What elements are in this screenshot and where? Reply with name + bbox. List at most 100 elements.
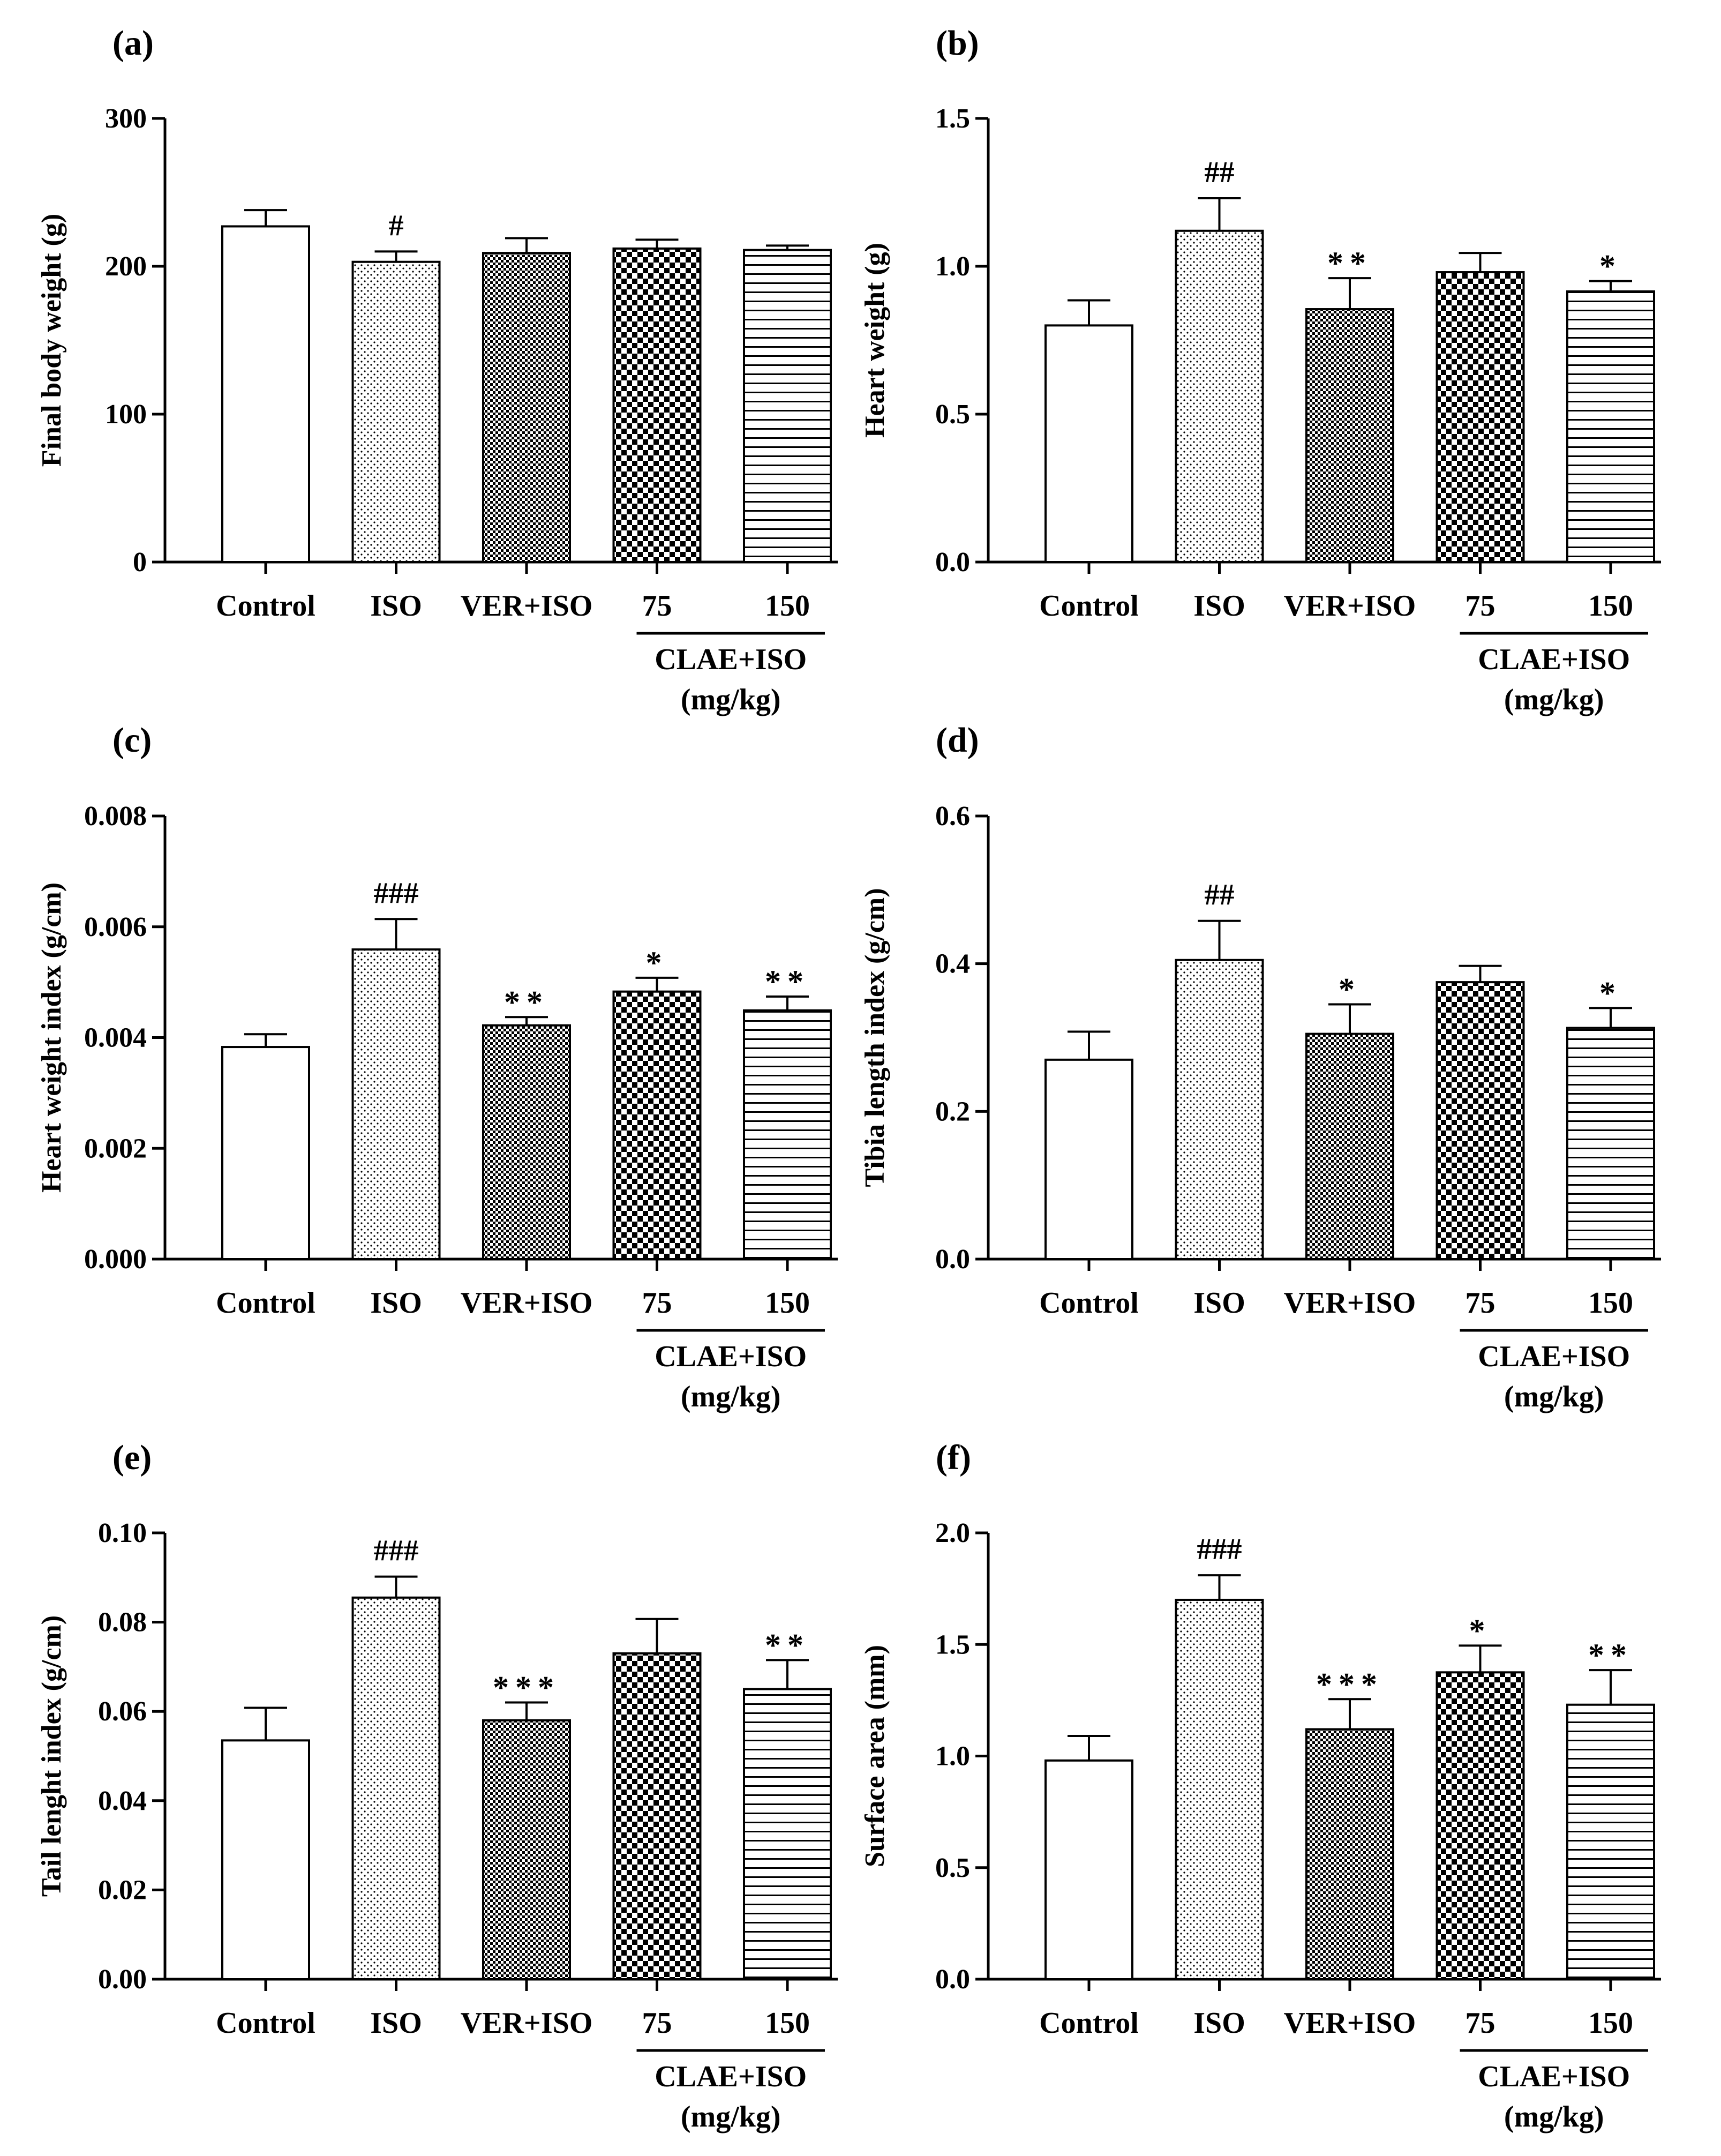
- category-label: Control: [216, 1286, 315, 1320]
- category-label: VER+ISO: [1284, 589, 1416, 623]
- bar: [221, 225, 310, 564]
- group-label: CLAE+ISO: [1478, 2060, 1630, 2093]
- bar: [1175, 959, 1264, 1260]
- bar: [482, 1719, 571, 1981]
- y-tick-label: 1.0: [935, 251, 970, 282]
- bar: [1436, 271, 1525, 564]
- bar: [1044, 1759, 1133, 1981]
- y-tick-label: 2.0: [935, 1518, 970, 1548]
- panel-label: (a): [112, 24, 154, 63]
- bar: [351, 1596, 441, 1980]
- y-tick-label: 0: [133, 547, 147, 578]
- y-axis-title: Tibia length index (g/cm): [860, 888, 890, 1187]
- y-axis-title: Heart weight index (g/cm): [36, 882, 67, 1193]
- significance-mark: #: [389, 209, 404, 242]
- category-label: VER+ISO: [461, 2007, 593, 2040]
- bar: [743, 249, 832, 563]
- bar: [221, 1046, 310, 1260]
- category-label: VER+ISO: [1284, 1286, 1416, 1320]
- y-tick-label: 0.5: [935, 399, 970, 430]
- category-label: 150: [1588, 1286, 1633, 1320]
- group-unit-label: (mg/kg): [1504, 1380, 1604, 1413]
- group-label: CLAE+ISO: [655, 1340, 807, 1373]
- significance-mark: **: [1588, 1637, 1633, 1673]
- significance-mark: **: [765, 1627, 810, 1663]
- bar: [1175, 229, 1264, 563]
- bar: [1305, 1032, 1394, 1260]
- y-tick-label: 0.4: [935, 949, 970, 979]
- bar: [1436, 1671, 1525, 1980]
- y-tick-label: 0.00: [98, 1964, 147, 1995]
- group-label: CLAE+ISO: [1478, 643, 1630, 676]
- bar: [482, 1024, 571, 1260]
- category-label: 150: [1588, 589, 1633, 623]
- panel-label: (d): [936, 721, 979, 760]
- y-tick-label: 0.08: [98, 1607, 147, 1638]
- bar: [612, 247, 702, 563]
- category-label: Control: [1039, 2007, 1139, 2040]
- category-label: Control: [216, 2007, 315, 2040]
- significance-mark: ***: [493, 1670, 560, 1705]
- category-label: 75: [642, 2007, 672, 2040]
- bar: [612, 990, 702, 1260]
- chart-panel: (e) Tail lenght index (g/cm) 0.00 0.02 0.04 0…: [36, 1438, 838, 2133]
- y-tick-label: 0.006: [84, 912, 147, 942]
- group-unit-label: (mg/kg): [681, 683, 781, 716]
- y-axis-title: Heart weight (g): [860, 243, 890, 438]
- y-axis-title: Tail lenght index (g/cm): [36, 1615, 67, 1897]
- significance-mark: **: [765, 964, 810, 999]
- bar: [482, 252, 571, 564]
- significance-mark: ***: [1316, 1666, 1384, 1702]
- category-label: Control: [1039, 1286, 1139, 1320]
- y-tick-label: 100: [105, 399, 147, 430]
- chart-panel: (b) Heart weight (g) 0.0 0.5 1.0 1.5 Control ##…: [860, 24, 1661, 716]
- y-tick-label: 0.5: [935, 1853, 970, 1883]
- bar: [351, 948, 441, 1261]
- y-tick-label: 0.0: [935, 547, 970, 578]
- group-unit-label: (mg/kg): [1504, 2100, 1604, 2133]
- category-label: Control: [216, 589, 315, 623]
- significance-mark: ##: [1205, 156, 1235, 189]
- panel-label: (e): [112, 1438, 152, 1477]
- category-label: 75: [1466, 2007, 1495, 2040]
- y-tick-label: 0.06: [98, 1696, 147, 1727]
- y-tick-label: 300: [105, 103, 147, 134]
- bar: [1566, 290, 1655, 563]
- y-tick-label: 1.5: [935, 1629, 970, 1660]
- significance-mark: ###: [1197, 1533, 1242, 1566]
- category-label: ISO: [1193, 2007, 1245, 2040]
- bar: [1175, 1598, 1264, 1980]
- category-label: 75: [642, 1286, 672, 1320]
- group-unit-label: (mg/kg): [1504, 683, 1604, 716]
- significance-mark: *: [1599, 975, 1622, 1010]
- group-label: CLAE+ISO: [655, 2060, 807, 2093]
- bar: [612, 1652, 702, 1980]
- panel-label: (f): [936, 1438, 971, 1477]
- chart-panel: (a) Final body weight (g) 0 100 200 300 Contro…: [36, 24, 838, 716]
- bar: [743, 1688, 832, 1981]
- category-label: VER+ISO: [461, 1286, 593, 1320]
- category-label: 150: [1588, 2007, 1633, 2040]
- y-tick-label: 0.004: [84, 1023, 147, 1053]
- y-tick-label: 200: [105, 251, 147, 282]
- significance-mark: *: [1339, 971, 1361, 1007]
- category-label: ISO: [370, 589, 422, 623]
- chart-panel: (c) Heart weight index (g/cm) 0.000 0.002 0.…: [36, 721, 838, 1413]
- y-tick-label: 0.2: [935, 1096, 970, 1127]
- y-tick-label: 1.5: [935, 103, 970, 134]
- significance-mark: ###: [374, 877, 419, 910]
- category-label: Control: [1039, 589, 1139, 623]
- y-tick-label: 0.02: [98, 1875, 147, 1905]
- category-label: VER+ISO: [461, 589, 593, 623]
- significance-mark: **: [1327, 245, 1372, 281]
- category-label: ISO: [1193, 589, 1245, 623]
- bar: [1566, 1027, 1655, 1260]
- y-tick-label: 0.000: [84, 1244, 147, 1275]
- bar: [743, 1009, 832, 1260]
- bar: [1436, 981, 1525, 1260]
- significance-mark: *: [646, 945, 668, 980]
- chart-panel: (d) Tibia length index (g/cm) 0.0 0.2 0.4 0.6…: [860, 721, 1661, 1413]
- group-unit-label: (mg/kg): [681, 2100, 781, 2133]
- category-label: 75: [642, 589, 672, 623]
